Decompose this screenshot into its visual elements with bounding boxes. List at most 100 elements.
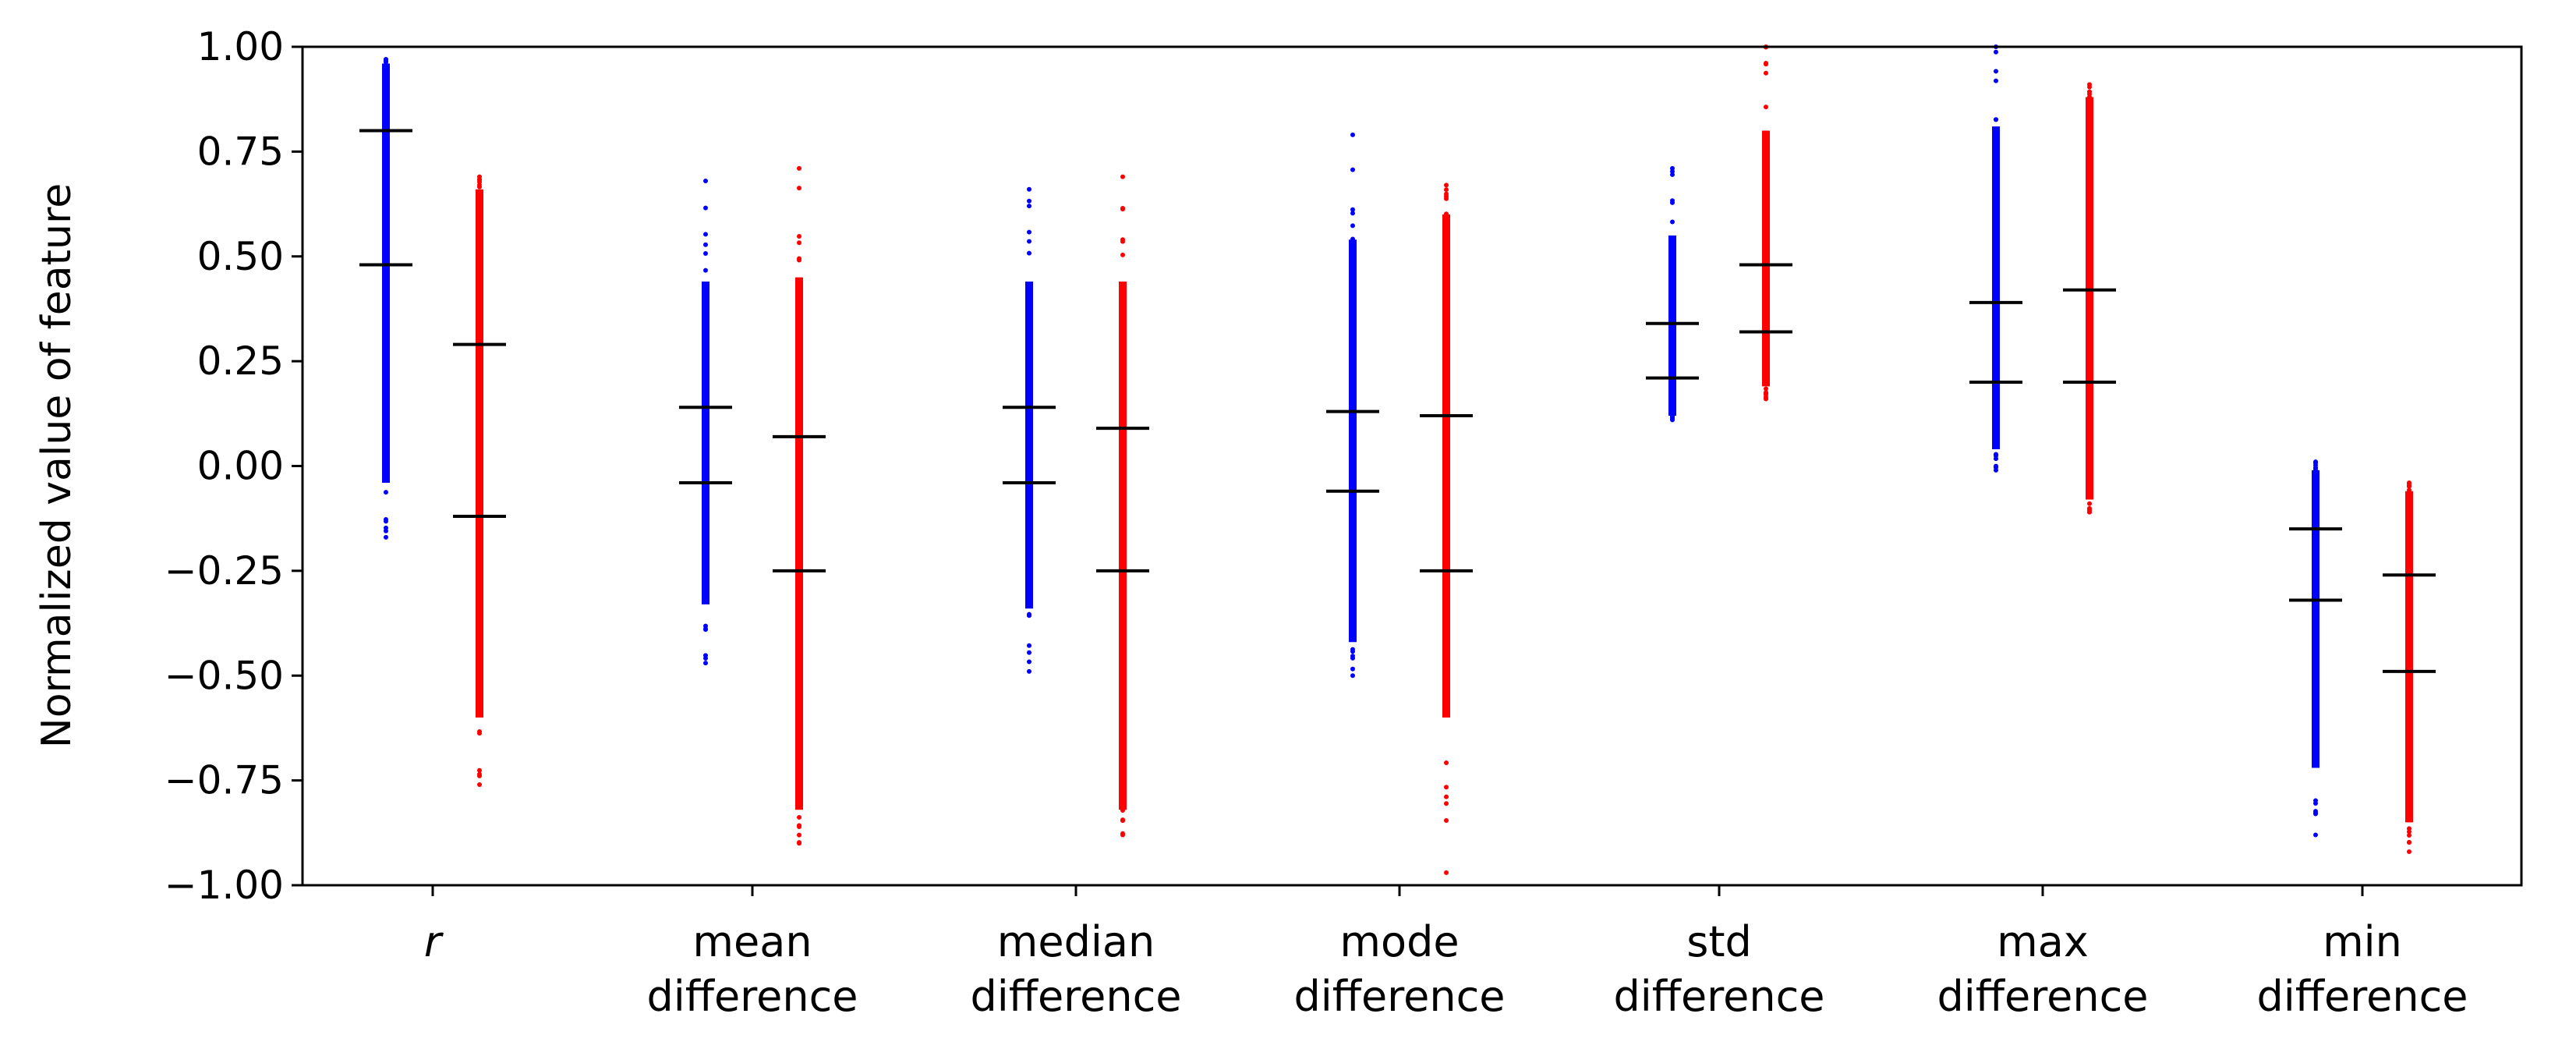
- dense-band: [1442, 214, 1450, 718]
- outlier-point: [797, 814, 801, 820]
- outlier-point: [2407, 840, 2411, 845]
- y-tick-label: 0.25: [197, 338, 284, 384]
- y-tick-label: 0.00: [197, 444, 284, 489]
- outlier-point: [1120, 174, 1125, 179]
- outlier-point: [1027, 198, 1031, 204]
- percentile-markers: [359, 129, 2436, 673]
- outlier-point: [1444, 760, 1449, 766]
- outlier-point: [477, 782, 482, 787]
- strip-red-3: [1442, 183, 1450, 875]
- outlier-point: [1444, 183, 1449, 188]
- y-tick-label: 1.00: [197, 24, 284, 69]
- outlier-point: [1670, 198, 1675, 204]
- outlier-point: [1120, 252, 1125, 257]
- outlier-point: [1027, 229, 1031, 235]
- dense-band: [702, 282, 709, 604]
- x-axis: r mean difference median difference mode diffe…: [424, 885, 2468, 1021]
- outlier-point: [1120, 818, 1125, 824]
- outlier-point: [2407, 480, 2411, 485]
- outlier-point: [1764, 62, 1768, 67]
- outlier-point: [2313, 832, 2318, 838]
- outlier-point: [2087, 89, 2092, 94]
- outlier-point: [2407, 829, 2411, 835]
- x-tick-label: max: [1997, 917, 2089, 966]
- outlier-point: [1994, 117, 1998, 122]
- dense-band: [1668, 235, 1676, 416]
- dense-band: [795, 277, 803, 810]
- outlier-point: [1120, 205, 1125, 211]
- y-axis-label: Normalized value of feature: [34, 183, 80, 748]
- x-tick-label-line2: difference: [1937, 972, 2148, 1021]
- outlier-point: [1350, 167, 1355, 172]
- y-tick-label: −0.50: [165, 653, 284, 698]
- outlier-point: [1670, 417, 1675, 423]
- dense-band: [1992, 126, 2000, 449]
- outlier-point: [1764, 386, 1768, 392]
- outlier-point: [2407, 833, 2411, 838]
- outlier-point: [1027, 659, 1031, 665]
- outlier-point: [797, 841, 801, 846]
- strip-blue-1: [702, 179, 709, 666]
- strip-red-5: [2086, 82, 2093, 515]
- dense-band: [1349, 239, 1357, 643]
- outlier-point: [2087, 509, 2092, 515]
- outlier-point: [384, 534, 388, 540]
- strip-red-6: [2405, 480, 2413, 854]
- outlier-point: [1350, 673, 1355, 679]
- outlier-point: [1350, 223, 1355, 229]
- outlier-point: [797, 823, 801, 828]
- outlier-point: [1444, 187, 1449, 193]
- dense-band: [476, 189, 483, 718]
- outlier-point: [703, 179, 708, 183]
- y-tick-label: −1.00: [165, 863, 284, 908]
- x-tick-label-line2: difference: [970, 972, 1181, 1021]
- dense-band: [2086, 97, 2093, 500]
- outlier-point: [2087, 501, 2092, 506]
- outlier-point: [703, 661, 708, 666]
- outlier-point: [1350, 211, 1355, 216]
- outlier-point: [1350, 647, 1355, 652]
- outlier-point: [703, 627, 708, 633]
- plot-frame: [301, 45, 2523, 887]
- outlier-point: [1670, 165, 1675, 171]
- strip-blue-3: [1349, 132, 1357, 679]
- outlier-point: [1027, 204, 1031, 209]
- outlier-point: [477, 179, 482, 185]
- dense-band: [2405, 491, 2413, 823]
- outlier-point: [1670, 219, 1675, 225]
- outlier-point: [2313, 810, 2318, 816]
- outlier-point: [1120, 239, 1125, 244]
- outlier-point: [1350, 666, 1355, 672]
- outlier-point: [797, 832, 801, 838]
- outlier-point: [384, 519, 388, 524]
- outlier-point: [703, 250, 708, 256]
- outlier-point: [1994, 78, 1998, 83]
- x-tick-label-line2: difference: [1613, 972, 1824, 1021]
- outlier-point: [1027, 668, 1031, 674]
- outlier-point: [477, 767, 482, 773]
- outlier-point: [1350, 132, 1355, 137]
- strip-blue-0: [382, 57, 390, 540]
- x-tick-label: median: [997, 917, 1155, 966]
- x-tick-label-line2: difference: [646, 972, 858, 1021]
- y-tick-label: 0.75: [197, 129, 284, 174]
- outlier-point: [384, 525, 388, 530]
- strip-red-0: [476, 174, 483, 787]
- outlier-point: [1120, 807, 1125, 813]
- outlier-point: [384, 490, 388, 495]
- outlier-point: [703, 232, 708, 237]
- outlier-point: [1027, 643, 1031, 648]
- outlier-point: [1764, 105, 1768, 110]
- outlier-point: [797, 165, 801, 171]
- strip-blue-6: [2312, 459, 2319, 838]
- outlier-point: [1027, 611, 1031, 617]
- outlier-point: [1350, 655, 1355, 661]
- outlier-point: [477, 728, 482, 734]
- outlier-point: [703, 653, 708, 658]
- outlier-point: [1670, 172, 1675, 177]
- outlier-point: [1444, 870, 1449, 875]
- x-tick-label: mean: [692, 917, 812, 966]
- outlier-point: [1027, 650, 1031, 655]
